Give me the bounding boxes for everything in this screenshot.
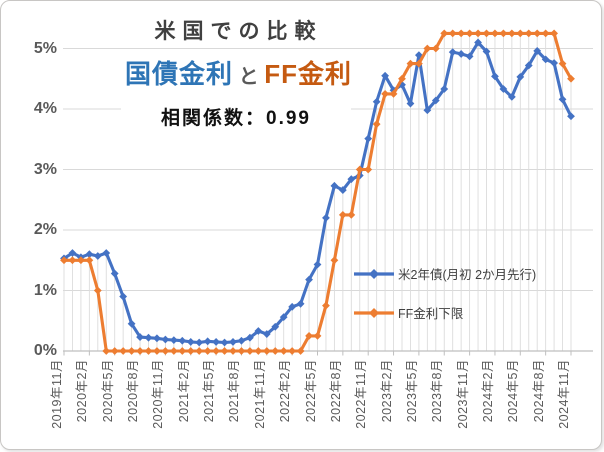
x-axis-label: 2023年11月	[455, 359, 470, 429]
legend-item-ff-lower: FF金利下限	[353, 303, 463, 321]
subtitle-bond-rate: 国債金利	[125, 59, 234, 89]
x-axis-label: 2023年5月	[404, 359, 419, 423]
x-axis-label: 2021年5月	[202, 359, 217, 423]
x-axis-label: 2020年5月	[100, 359, 115, 423]
y-axis-label: 4%	[33, 100, 57, 117]
legend-item-us-2y: 米2年債(月初 2か月先行)	[353, 264, 536, 282]
legend-label-us-2y: 米2年債(月初 2か月先行)	[398, 267, 537, 282]
y-axis-label: 2%	[33, 221, 57, 238]
subtitle-connector: と	[233, 66, 265, 88]
y-axis-label: 5%	[33, 39, 57, 57]
subtitle-ff-rate: FF金利	[264, 59, 352, 89]
x-axis-label: 2020年11月	[151, 359, 166, 429]
x-axis-label: 2024年11月	[557, 359, 571, 429]
x-axis-label: 2020年2月	[75, 359, 90, 423]
x-axis-label: 2024年5月	[506, 359, 521, 423]
chart-subtitle: 国債金利 と FF金利	[101, 51, 376, 94]
x-axis-label: 2022年2月	[278, 359, 293, 423]
x-axis-label: 2021年8月	[227, 359, 242, 423]
orange-line-diamond-marker-icon	[353, 306, 395, 318]
x-axis-label: 2023年2月	[379, 359, 394, 423]
x-axis-label: 2024年2月	[480, 359, 495, 423]
x-axis-label: 2022年8月	[328, 359, 343, 423]
x-axis-label: 2019年11月	[50, 359, 64, 429]
x-axis-label: 2020年8月	[126, 359, 141, 423]
y-axis-label: 3%	[33, 160, 57, 178]
x-axis-label: 2022年11月	[354, 359, 369, 429]
blue-line-diamond-marker-icon	[353, 267, 395, 279]
x-axis-label: 2021年2月	[176, 359, 191, 423]
correlation-annotation: 相関係数：0.99	[121, 101, 351, 132]
y-axis-label: 0%	[33, 342, 57, 359]
x-axis-label: 2024年8月	[531, 359, 546, 423]
x-axis-label: 2023年8月	[430, 359, 445, 423]
y-axis-label: 1%	[33, 281, 57, 299]
x-axis-label: 2022年5月	[303, 359, 318, 423]
chart-title: 米国での比較	[91, 13, 386, 47]
x-axis-label: 2021年11月	[252, 359, 267, 429]
legend-label-ff-lower: FF金利下限	[398, 306, 464, 321]
